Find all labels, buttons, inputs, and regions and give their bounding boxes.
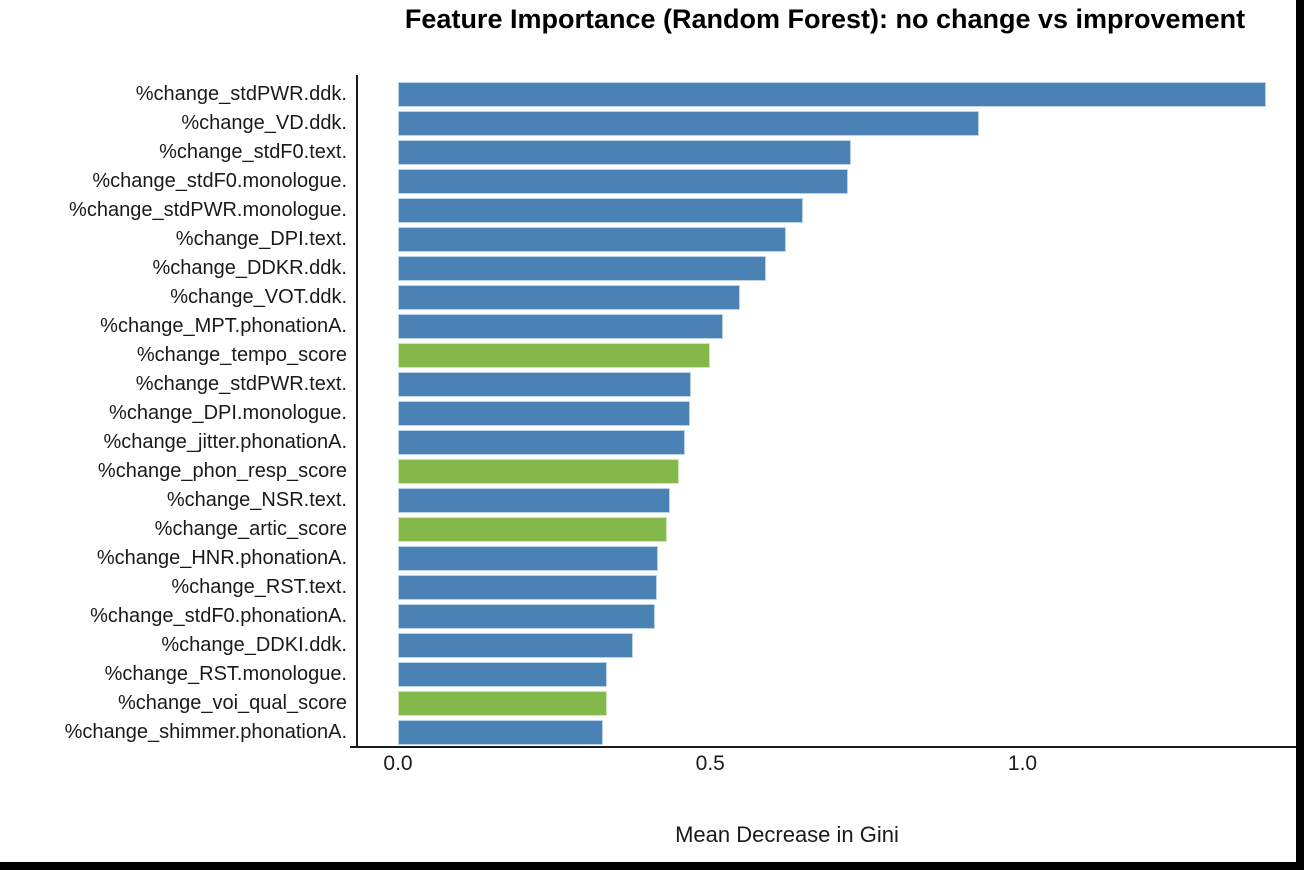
bar-acoustic-feature bbox=[398, 198, 803, 223]
y-axis-label: %change_stdPWR.text. bbox=[135, 373, 347, 395]
x-tick-label: 1.0 bbox=[1007, 752, 1038, 775]
chart-title: Feature Importance (Random Forest): no c… bbox=[404, 4, 1246, 34]
y-axis-label: %change_shimmer.phonationA. bbox=[64, 721, 347, 743]
bar-acoustic-feature bbox=[398, 169, 848, 194]
x-axis-ticks: 0.0 0.5 1.0 bbox=[357, 752, 1296, 780]
y-axis-label: %change_jitter.phonationA. bbox=[103, 431, 347, 453]
y-axis-label: %change_DPI.text. bbox=[175, 228, 347, 250]
bar-acoustic-feature bbox=[398, 82, 1266, 107]
x-axis-line bbox=[350, 746, 1296, 748]
x-tick-label: 0.0 bbox=[383, 752, 413, 775]
x-axis-title: Mean Decrease in Gini bbox=[675, 822, 899, 847]
bar-acoustic-feature bbox=[398, 662, 607, 687]
bar-acoustic-feature bbox=[398, 227, 786, 252]
y-axis-label: %change_HNR.phonationA. bbox=[96, 547, 347, 569]
y-axis-label: %change_MPT.phonationA. bbox=[100, 315, 347, 337]
y-axis-label: %change_stdPWR.ddk. bbox=[135, 83, 347, 105]
bar-acoustic-feature bbox=[398, 720, 603, 745]
y-axis-label: %change_RST.text. bbox=[171, 576, 347, 598]
bar-acoustic-feature bbox=[398, 372, 691, 397]
y-axis-label: %change_DPI.monologue. bbox=[109, 402, 347, 424]
y-axis-label: %change_phon_resp_score bbox=[97, 460, 347, 482]
bar-acoustic-feature bbox=[398, 604, 655, 629]
x-tick-label: 0.5 bbox=[695, 752, 725, 775]
y-axis-label: %change_artic_score bbox=[154, 518, 347, 540]
bar-acoustic-feature bbox=[398, 633, 633, 658]
bar-composite-score bbox=[398, 517, 667, 542]
y-axis-label: %change_NSR.text. bbox=[166, 489, 347, 511]
bar-acoustic-feature bbox=[398, 111, 979, 136]
bar-acoustic-feature bbox=[398, 488, 670, 513]
bar-acoustic-feature bbox=[398, 546, 658, 571]
figure-border-right bbox=[1296, 0, 1304, 870]
y-axis-line bbox=[356, 75, 358, 748]
figure-border-bottom bbox=[0, 862, 1304, 870]
y-axis-label: %change_stdF0.phonationA. bbox=[90, 605, 347, 627]
y-axis-label: %change_VOT.ddk. bbox=[170, 286, 347, 308]
y-axis-label: %change_stdF0.monologue. bbox=[92, 170, 347, 192]
bar-composite-score bbox=[398, 343, 710, 368]
bar-acoustic-feature bbox=[398, 256, 766, 281]
y-axis-label: %change_DDKI.ddk. bbox=[161, 634, 347, 656]
y-axis-label: %change_RST.monologue. bbox=[104, 663, 347, 685]
bar-composite-score bbox=[398, 691, 607, 716]
y-axis-label: %change_tempo_score bbox=[136, 344, 347, 366]
bar-acoustic-feature bbox=[398, 575, 657, 600]
bar-acoustic-feature bbox=[398, 314, 723, 339]
y-axis-label: %change_voi_qual_score bbox=[117, 692, 347, 714]
bar-acoustic-feature bbox=[398, 285, 740, 310]
bar-acoustic-feature bbox=[398, 401, 690, 426]
y-axis-label: %change_stdPWR.monologue. bbox=[69, 199, 347, 221]
bar-acoustic-feature bbox=[398, 430, 685, 455]
bar-composite-score bbox=[398, 459, 679, 484]
y-axis-label: %change_DDKR.ddk. bbox=[152, 257, 347, 279]
y-axis-label: %change_stdF0.text. bbox=[159, 141, 347, 163]
bar-acoustic-feature bbox=[398, 140, 851, 165]
y-axis-label: %change_VD.ddk. bbox=[181, 112, 347, 134]
plot-panel bbox=[358, 75, 1296, 746]
